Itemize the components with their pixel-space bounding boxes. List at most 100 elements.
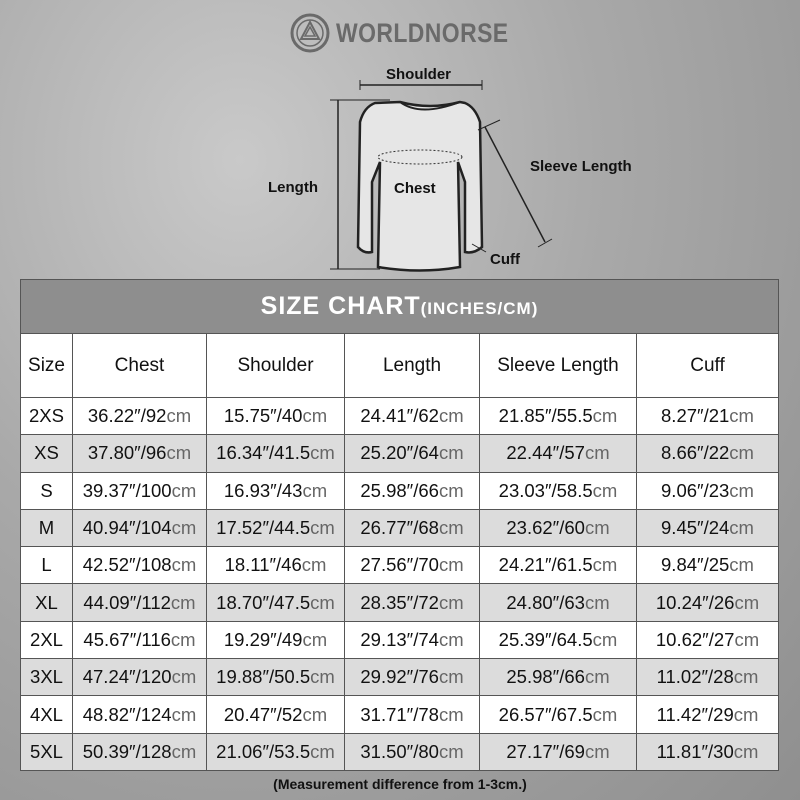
measurement-cell: 23.62″/60cm [479, 508, 637, 548]
table-row: 3XL 47.24″/120cm 19.88″/50.5cm 29.92″/76cm 2… [20, 658, 779, 697]
measurement-cell: 10.62″/27cm [636, 620, 779, 660]
measurement-cell: 36.22″/92cm [72, 396, 207, 436]
measurement-value: 11.02″/28 [656, 666, 734, 688]
unit-label: cm [592, 479, 618, 501]
measurement-value: 11.81″/30 [656, 740, 734, 762]
measurement-value: 16.34″/41.5 [216, 442, 311, 464]
measurement-cell: 19.88″/50.5cm [206, 658, 345, 697]
unit-label: cm [592, 554, 618, 576]
unit-label: cm [170, 628, 196, 650]
measurement-cell: 18.11″/46cm [206, 546, 345, 585]
unit-label: cm [310, 666, 335, 688]
unit-label: cm [310, 591, 335, 613]
unit-label: cm [302, 628, 328, 650]
measurement-cell: 25.98″/66cm [479, 658, 637, 697]
measurement-cell: 21.06″/53.5cm [206, 732, 345, 771]
measurement-value: 24.41″/62 [360, 405, 439, 427]
table-title: SIZE CHART(INCHES/CM) [20, 279, 779, 334]
measurement-value: 48.82″/124 [82, 703, 172, 725]
column-header: Shoulder [206, 333, 345, 398]
unit-label: cm [438, 591, 464, 613]
table-row: 5XL 50.39″/128cm 21.06″/53.5cm 31.50″/80cm 2… [20, 732, 779, 771]
column-header: Cuff [636, 333, 779, 398]
unit-label: cm [729, 479, 754, 501]
measurement-value: 47.24″/120 [82, 666, 172, 688]
measurement-note: (Measurement difference from 1-3cm.) [273, 776, 527, 792]
unit-label: cm [166, 442, 192, 464]
table-header-row: Size Chest Shoulder Length Sleeve Length Cuff [20, 333, 779, 398]
unit-label: cm [302, 479, 328, 501]
unit-label: cm [592, 628, 618, 650]
measurement-cell: 42.52″/108cm [72, 546, 207, 585]
unit-label: cm [733, 703, 759, 725]
measurement-cell: 28.35″/72cm [344, 583, 480, 622]
unit-label: cm [171, 554, 197, 576]
measurement-cell: 27.56″/70cm [344, 546, 480, 585]
measurement-cell: 31.71″/78cm [344, 695, 480, 734]
measurement-value: 18.11″/46 [224, 554, 302, 576]
unit-label: cm [734, 628, 760, 650]
measurement-cell: 48.82″/124cm [72, 695, 207, 734]
unit-label: cm [584, 517, 610, 539]
measurement-cell: 11.42″/29cm [636, 695, 779, 734]
size-cell: 4XL [20, 695, 73, 734]
size-cell: 3XL [20, 658, 73, 697]
unit-label: cm [733, 666, 759, 688]
measurement-value: 17.52″/44.5 [216, 517, 311, 539]
measurement-value: 8.27″/21 [661, 405, 730, 427]
measurement-cell: 20.47″/52cm [206, 695, 345, 734]
unit-label: cm [170, 591, 196, 613]
long-sleeve-shirt-icon [330, 80, 553, 272]
measurement-value: 26.77″/68 [360, 517, 439, 539]
measurement-value: 44.09″/112 [83, 591, 171, 613]
measurement-cell: 25.20″/64cm [344, 434, 480, 473]
measurement-cell: 16.93″/43cm [206, 471, 345, 510]
table-row: S 39.37″/100cm 16.93″/43cm 25.98″/66cm 23.03… [20, 471, 779, 510]
unit-label: cm [171, 703, 197, 725]
measurement-value: 26.57″/67.5 [498, 703, 593, 725]
measurement-cell: 11.02″/28cm [636, 658, 779, 697]
unit-label: cm [729, 405, 754, 427]
measurement-cell: 25.39″/64.5cm [479, 620, 637, 660]
measurement-cell: 26.77″/68cm [344, 508, 480, 548]
unit-label: cm [438, 666, 464, 688]
unit-label: cm [438, 740, 464, 762]
measurement-value: 23.03″/58.5 [498, 479, 593, 501]
measurement-value: 37.80″/96 [87, 442, 167, 464]
measurement-value: 19.29″/49 [223, 628, 303, 650]
measurement-value: 27.17″/69 [506, 740, 585, 762]
measurement-value: 29.92″/76 [360, 666, 439, 688]
measurement-cell: 18.70″/47.5cm [206, 583, 345, 622]
measurement-cell: 8.66″/22cm [636, 434, 779, 473]
measurement-value: 42.52″/108 [82, 554, 172, 576]
measurement-value: 40.94″/104 [82, 517, 172, 539]
measurement-cell: 27.17″/69cm [479, 732, 637, 771]
unit-label: cm [310, 517, 335, 539]
unit-label: cm [301, 554, 327, 576]
valknut-emblem-icon [290, 13, 330, 53]
measurement-cell: 31.50″/80cm [344, 732, 480, 771]
table-row: XS 37.80″/96cm 16.34″/41.5cm 25.20″/64cm 22.… [20, 434, 779, 473]
unit-label: cm [171, 517, 197, 539]
size-cell: L [20, 546, 73, 585]
measurement-cell: 29.13″/74cm [344, 620, 480, 660]
size-cell: 2XL [20, 620, 73, 660]
measurement-cell: 22.44″/57cm [479, 434, 637, 473]
measurement-cell: 25.98″/66cm [344, 471, 480, 510]
measurement-value: 24.80″/63 [506, 591, 585, 613]
measurement-cell: 16.34″/41.5cm [206, 434, 345, 473]
measurement-cell: 11.81″/30cm [636, 732, 779, 771]
size-cell: 2XS [20, 396, 73, 436]
unit-label: cm [592, 703, 618, 725]
measurement-cell: 15.75″/40cm [206, 396, 345, 436]
unit-label: cm [302, 405, 328, 427]
measurement-value: 9.45″/24 [661, 517, 730, 539]
label-shoulder: Shoulder [386, 66, 452, 83]
label-length: Length [268, 179, 318, 196]
measurement-cell: 19.29″/49cm [206, 620, 345, 660]
measurement-value: 10.62″/27 [655, 628, 735, 650]
table-row: 2XL 45.67″/116cm 19.29″/49cm 29.13″/74cm 25.… [20, 620, 779, 660]
unit-label: cm [438, 442, 464, 464]
unit-label: cm [584, 740, 610, 762]
measurement-cell: 24.80″/63cm [479, 583, 637, 622]
